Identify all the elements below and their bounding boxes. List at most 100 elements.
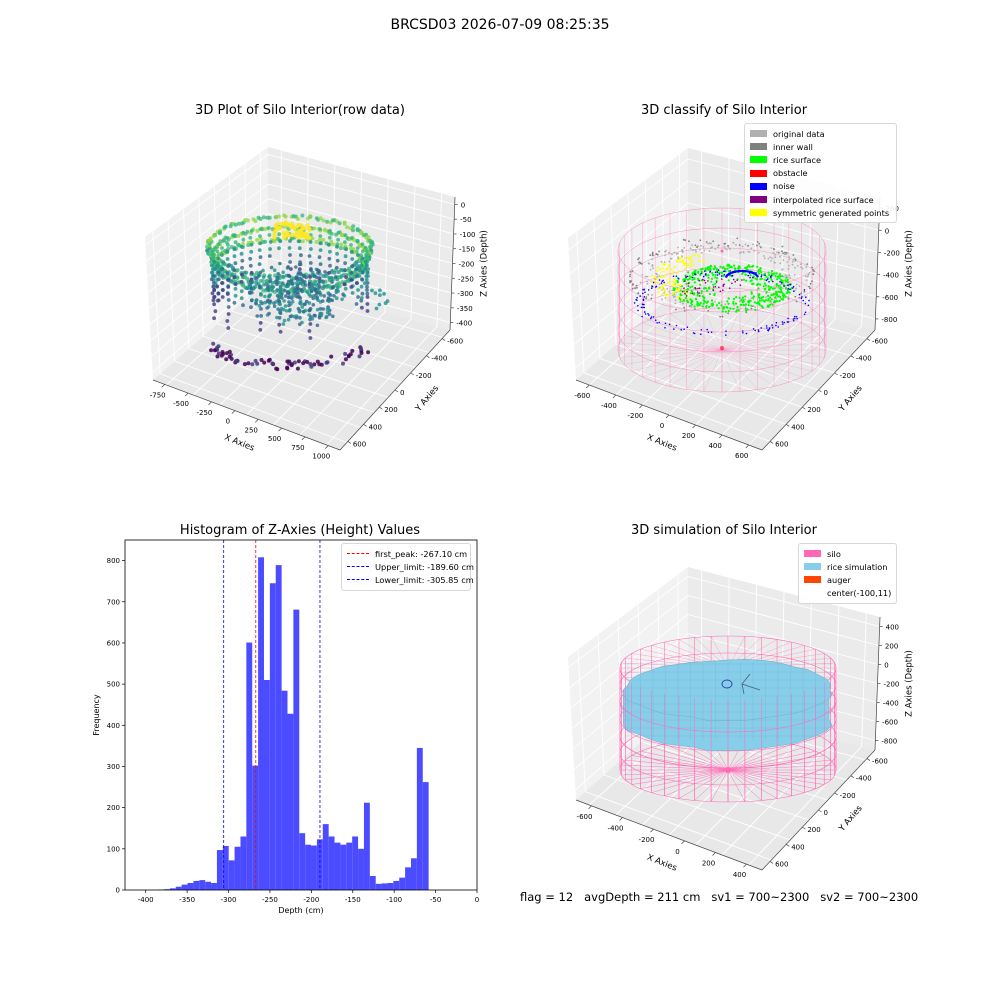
classify-legend: original data inner wall rice surface obsta…: [744, 123, 897, 224]
p2-ytick-label: -600: [872, 338, 888, 346]
p2-point-rice: [735, 296, 738, 299]
p2-point-noise: [702, 275, 705, 278]
p2-point-original: [792, 258, 795, 261]
p2-point-rice: [752, 264, 755, 267]
p2-point-rice: [734, 267, 737, 270]
p1-point: [308, 336, 313, 340]
p1-point: [213, 309, 218, 314]
p2-point-rice: [784, 295, 787, 298]
p1-point: [277, 299, 282, 304]
p4-xlabel: X Axies: [645, 853, 678, 874]
p2-point-original: [674, 299, 677, 302]
p2-point-rice: [703, 287, 706, 290]
p2-point-original: [748, 251, 751, 253]
p1-point: [366, 350, 371, 355]
p2-point-symmetric: [685, 292, 688, 295]
p1-point: [307, 329, 312, 333]
p2-point-noise: [775, 324, 777, 327]
p1-xtick-label: -250: [196, 409, 212, 417]
p1-point: [364, 252, 368, 257]
p1-point: [233, 286, 238, 291]
p1-point: [293, 291, 298, 295]
p2-point-rice: [785, 292, 789, 295]
p2-point-rice: [732, 300, 735, 304]
p2-point-rice: [698, 304, 701, 307]
p1-point: [209, 348, 214, 353]
p2-point-rice: [685, 282, 688, 285]
p2-point-rice: [775, 272, 778, 275]
p3-xlabel: Depth (cm): [278, 906, 323, 915]
p2-point-original: [644, 275, 647, 278]
p1-point: [364, 263, 369, 268]
p2-point-rice: [705, 305, 708, 308]
p1-point: [321, 238, 326, 242]
p2-point-wall: [651, 251, 654, 254]
p1-point: [221, 239, 226, 243]
classify-legend-label: rice surface: [773, 154, 822, 165]
p1-point: [318, 234, 323, 239]
p3-bar: [169, 888, 176, 890]
p2-point-noise: [678, 278, 680, 280]
p3-ytick-label: 700: [107, 598, 120, 606]
p1-xtick: [208, 401, 212, 406]
p1-point: [233, 293, 238, 298]
p2-point-noise: [770, 275, 772, 278]
p2-point-rice: [690, 289, 693, 292]
p2-point-noise: [768, 281, 770, 283]
p2-point-rice: [757, 272, 761, 275]
p1-point: [281, 322, 286, 326]
p4-gridline: [687, 595, 880, 646]
p4-silo-ring-front: [619, 699, 837, 733]
panel-3-title: Histogram of Z-Axies (Height) Values: [179, 523, 421, 538]
p1-point: [330, 286, 335, 290]
p2-point-interpolated: [723, 283, 725, 286]
p2-point-rice: [693, 305, 696, 308]
p2-point-noise: [779, 281, 781, 283]
p2-point-rice: [736, 305, 739, 309]
p2-point-noise: [737, 270, 740, 273]
p1-point: [313, 287, 318, 291]
p2-point-rice: [691, 278, 694, 281]
p2-point-original: [801, 267, 804, 270]
p1-point: [360, 291, 365, 296]
p2-point-original: [750, 247, 753, 250]
p1-point: [365, 270, 370, 275]
p2-point-interpolated: [684, 280, 686, 283]
p2-point-rice: [679, 293, 682, 296]
p1-point: [341, 361, 345, 366]
p2-point-interpolated: [714, 285, 717, 288]
p2-point-noise: [789, 283, 791, 286]
p2-point-rice: [777, 284, 780, 288]
p2-point-noise: [691, 276, 694, 279]
p1-point: [300, 239, 305, 244]
p1-point: [359, 263, 363, 268]
p1-point: [335, 258, 340, 263]
p1-point: [309, 364, 314, 369]
p1-point: [299, 272, 303, 277]
p3-bar: [275, 565, 282, 890]
p2-point-interpolated: [712, 286, 715, 288]
p4-silo-spoke: [621, 764, 729, 771]
p1-point: [220, 281, 224, 285]
p4-silo-spoke: [664, 743, 729, 771]
p4-xtick-label: -600: [577, 813, 593, 821]
p2-point-noise: [786, 321, 789, 323]
p2-point-original: [742, 250, 745, 253]
p2-silo-spoke: [721, 349, 775, 387]
p2-point-wall: [756, 244, 758, 247]
p2-gridline: [593, 218, 601, 359]
p2-point-wall: [782, 252, 784, 255]
p1-point: [255, 228, 260, 233]
p2-point-noise: [686, 275, 689, 278]
p1-point: [301, 361, 306, 366]
p2-point-rice: [767, 271, 770, 274]
p4-silo-spoke: [727, 764, 835, 771]
p1-point: [343, 286, 348, 291]
p3-xtick-label: -150: [345, 896, 361, 904]
p4-silo-spoke: [631, 769, 729, 785]
p2-point-wall: [632, 284, 634, 286]
p1-point: [212, 252, 217, 257]
p2-point-noise: [704, 274, 707, 276]
p1-point: [321, 280, 326, 285]
p2-silo-spoke: [721, 349, 758, 390]
